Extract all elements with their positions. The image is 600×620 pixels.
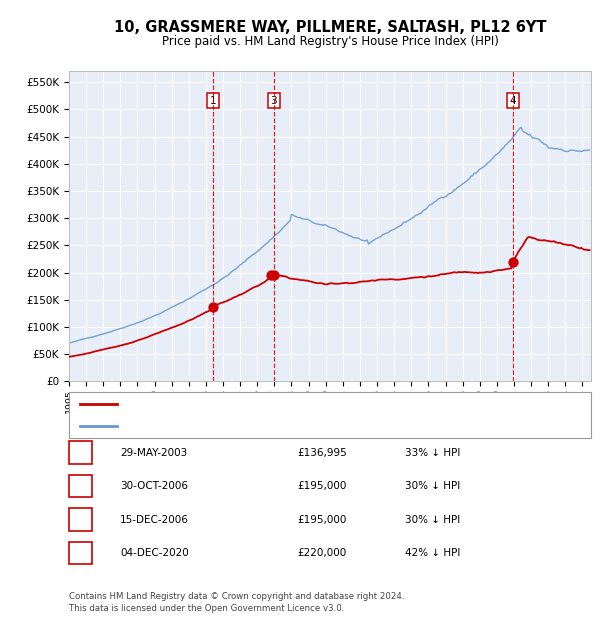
Text: 1: 1	[209, 95, 216, 106]
Point	[208, 302, 218, 312]
Text: 3: 3	[271, 95, 277, 106]
Text: 1: 1	[77, 448, 84, 458]
Text: £195,000: £195,000	[297, 515, 346, 525]
Text: 04-DEC-2020: 04-DEC-2020	[120, 548, 189, 558]
Text: 30% ↓ HPI: 30% ↓ HPI	[405, 481, 460, 491]
Text: Contains HM Land Registry data © Crown copyright and database right 2024.
This d: Contains HM Land Registry data © Crown c…	[69, 591, 404, 613]
Text: 30-OCT-2006: 30-OCT-2006	[120, 481, 188, 491]
Text: 15-DEC-2006: 15-DEC-2006	[120, 515, 189, 525]
Text: 2: 2	[77, 481, 84, 491]
Text: 4: 4	[77, 548, 84, 558]
Point	[269, 270, 278, 280]
Text: 4: 4	[509, 95, 516, 106]
Text: £220,000: £220,000	[297, 548, 346, 558]
Text: £195,000: £195,000	[297, 481, 346, 491]
Text: 33% ↓ HPI: 33% ↓ HPI	[405, 448, 460, 458]
Text: Price paid vs. HM Land Registry's House Price Index (HPI): Price paid vs. HM Land Registry's House …	[161, 35, 499, 48]
Text: HPI: Average price, detached house, Cornwall: HPI: Average price, detached house, Corn…	[122, 421, 349, 431]
Text: 10, GRASSMERE WAY, PILLMERE, SALTASH, PL12 6YT: 10, GRASSMERE WAY, PILLMERE, SALTASH, PL…	[114, 20, 546, 35]
Text: 30% ↓ HPI: 30% ↓ HPI	[405, 515, 460, 525]
Text: 3: 3	[77, 515, 84, 525]
Text: 42% ↓ HPI: 42% ↓ HPI	[405, 548, 460, 558]
Point	[266, 270, 276, 280]
Text: £136,995: £136,995	[297, 448, 347, 458]
Point	[508, 257, 517, 267]
Text: 10, GRASSMERE WAY, PILLMERE, SALTASH, PL12 6YT (detached house): 10, GRASSMERE WAY, PILLMERE, SALTASH, PL…	[122, 399, 473, 409]
Text: 29-MAY-2003: 29-MAY-2003	[120, 448, 187, 458]
